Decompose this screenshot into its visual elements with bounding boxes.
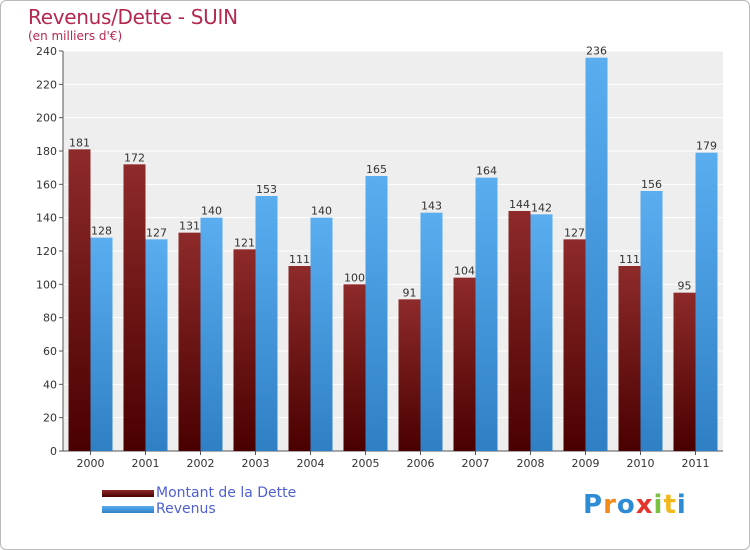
legend-swatch-dette xyxy=(102,490,154,497)
bar-dette xyxy=(508,211,531,451)
x-tick-label: 2003 xyxy=(242,457,270,470)
data-label-revenus: 236 xyxy=(586,45,607,58)
data-label-dette: 127 xyxy=(564,226,585,239)
y-tick-label: 20 xyxy=(43,412,57,425)
x-tick-label: 2010 xyxy=(627,457,655,470)
x-tick-label: 2009 xyxy=(572,457,600,470)
y-tick-label: 140 xyxy=(36,212,57,225)
data-label-revenus: 153 xyxy=(256,183,277,196)
bar-revenus xyxy=(530,214,553,451)
bar-dette xyxy=(618,266,641,451)
logo-letter: x xyxy=(635,490,654,520)
y-tick-label: 80 xyxy=(43,312,57,325)
data-label-revenus: 128 xyxy=(91,225,112,238)
logo-letter: t xyxy=(663,490,677,520)
data-label-dette: 181 xyxy=(69,136,90,149)
chart-subtitle: (en milliers d'€) xyxy=(28,29,123,43)
logo-letter: P xyxy=(583,490,604,520)
y-tick-label: 240 xyxy=(36,45,57,58)
data-label-dette: 131 xyxy=(179,220,200,233)
bar-revenus xyxy=(145,239,168,451)
x-tick-label: 2008 xyxy=(517,457,545,470)
bar-dette xyxy=(233,249,256,451)
logo-letter: i xyxy=(653,490,664,520)
bar-dette xyxy=(68,149,91,452)
data-label-revenus: 140 xyxy=(201,205,222,218)
legend-label-dette: Montant de la Dette xyxy=(156,485,297,501)
data-label-dette: 91 xyxy=(403,286,417,299)
data-label-revenus: 156 xyxy=(641,178,662,191)
legend-label-revenus: Revenus xyxy=(156,501,216,517)
data-label-dette: 104 xyxy=(454,265,475,278)
bar-revenus xyxy=(585,57,608,452)
y-tick-label: 40 xyxy=(43,378,57,391)
x-tick-label: 2002 xyxy=(187,457,215,470)
bar-revenus xyxy=(420,212,443,451)
bar-dette xyxy=(288,266,311,451)
data-label-dette: 95 xyxy=(678,280,692,293)
y-tick-label: 180 xyxy=(36,145,57,158)
bar-dette xyxy=(343,284,366,451)
x-tick-label: 2004 xyxy=(297,457,325,470)
x-tick-label: 2006 xyxy=(407,457,435,470)
bar-revenus xyxy=(475,177,498,451)
bar-revenus xyxy=(695,152,718,451)
data-label-dette: 144 xyxy=(509,198,530,211)
data-label-dette: 172 xyxy=(124,151,145,164)
y-tick-label: 100 xyxy=(36,278,57,291)
y-tick-label: 200 xyxy=(36,112,57,125)
bar-dette xyxy=(673,292,696,451)
bar-dette xyxy=(123,164,146,452)
y-tick-label: 160 xyxy=(36,178,57,191)
x-tick-label: 2000 xyxy=(77,457,105,470)
logo-letter: r xyxy=(603,490,617,520)
proxiti-logo: Proxiti xyxy=(583,490,687,520)
y-tick-label: 220 xyxy=(36,78,57,91)
data-label-revenus: 127 xyxy=(146,226,167,239)
x-tick-label: 2011 xyxy=(682,457,710,470)
x-tick-label: 2001 xyxy=(132,457,160,470)
data-label-dette: 121 xyxy=(234,236,255,249)
y-tick-label: 0 xyxy=(50,445,57,458)
data-label-revenus: 143 xyxy=(421,200,442,213)
bar-dette xyxy=(178,232,201,451)
data-label-revenus: 165 xyxy=(366,163,387,176)
bar-revenus xyxy=(200,217,223,451)
x-tick-label: 2007 xyxy=(462,457,490,470)
bar-revenus xyxy=(90,237,113,451)
data-label-revenus: 140 xyxy=(311,205,332,218)
bar-dette xyxy=(453,277,476,451)
bar-revenus xyxy=(640,191,663,451)
chart-title: Revenus/Dette - SUIN xyxy=(28,5,238,29)
bar-dette xyxy=(398,299,421,451)
y-tick-label: 120 xyxy=(36,245,57,258)
y-tick-label: 60 xyxy=(43,345,57,358)
x-tick-label: 2005 xyxy=(352,457,380,470)
data-label-revenus: 179 xyxy=(696,140,717,153)
logo-letter: i xyxy=(676,490,687,520)
bar-dette xyxy=(563,239,586,451)
data-label-dette: 100 xyxy=(344,271,365,284)
data-label-revenus: 142 xyxy=(531,201,552,214)
legend-swatch-revenus xyxy=(102,506,154,513)
data-label-revenus: 164 xyxy=(476,165,497,178)
bar-revenus xyxy=(255,196,278,451)
bar-revenus xyxy=(365,176,388,451)
bar-revenus xyxy=(310,217,333,451)
data-label-dette: 111 xyxy=(619,253,640,266)
data-label-dette: 111 xyxy=(289,253,310,266)
logo-letter: o xyxy=(616,490,636,520)
